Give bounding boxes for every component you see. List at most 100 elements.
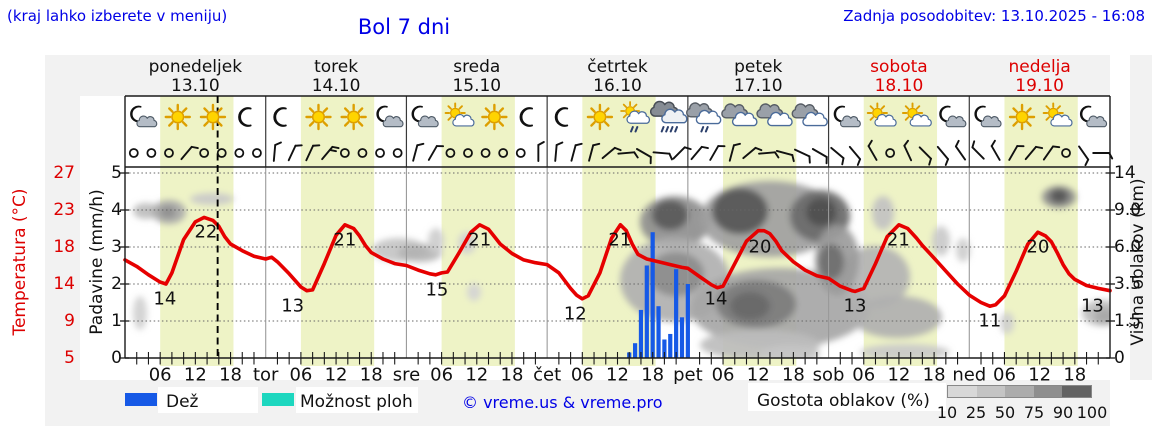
- wind-calm-icon: [480, 148, 491, 158]
- wind-barb-icon: [601, 146, 622, 160]
- density-tick-label: 50: [994, 403, 1016, 422]
- weather-icon-moon-cloud: [376, 105, 404, 128]
- density-shade-segment: [1005, 386, 1034, 397]
- wind-barb-icon: [287, 144, 303, 162]
- weather-icon-sun-cloud: [444, 102, 475, 127]
- wind-calm-icon: [515, 148, 526, 158]
- cloud-blob: [806, 198, 836, 226]
- wind-barb-icon: [412, 142, 425, 162]
- legend-white-patch: [158, 387, 258, 413]
- weather-icon-moon-cloud: [130, 105, 158, 128]
- wind-barb-icon: [709, 145, 726, 161]
- density-tick-label: 25: [965, 403, 987, 422]
- rain-bar: [632, 343, 638, 358]
- location-hint: (kraj lahko izberete v meniju): [7, 7, 228, 25]
- day-separators: [265, 96, 970, 358]
- weather-icon-moon: [238, 107, 252, 127]
- cloud-blob: [1094, 308, 1110, 324]
- wind-calm-icon: [392, 148, 403, 158]
- wind-barb-icon: [990, 139, 1001, 161]
- cloud-density-gradient-bar: [947, 385, 1092, 398]
- rain-bar: [674, 269, 679, 358]
- wind-calm-icon: [445, 148, 456, 158]
- wind-barb-icon: [636, 148, 652, 165]
- cloud-blob: [852, 296, 942, 338]
- wind-barb-icon: [690, 145, 709, 161]
- wind-barb-icon: [936, 145, 949, 166]
- weather-icon-sun-cloud: [866, 102, 897, 127]
- wind-calm-icon: [146, 148, 157, 158]
- wind-barb-icon: [1042, 145, 1061, 161]
- rain-bar: [650, 232, 655, 358]
- left-axis-strip: [45, 55, 80, 380]
- day-band: [441, 96, 515, 366]
- rain-bar: [668, 333, 673, 358]
- density-shade-segment: [1062, 386, 1091, 397]
- cloud-density-label: Gostota oblakov (%): [757, 391, 930, 411]
- wind-barb-icon: [742, 146, 763, 160]
- wind-barb-icon: [830, 146, 845, 166]
- rain-legend-swatch: [125, 393, 157, 406]
- rain-bar: [685, 284, 690, 358]
- density-shade-segment: [1033, 386, 1063, 397]
- last-update: Zadnja posodobitev: 13.10.2025 - 16:08: [843, 7, 1145, 25]
- wind-barb-icon: [728, 142, 741, 162]
- density-shade-segment: [976, 386, 1006, 397]
- weather-icon-sun: [199, 103, 227, 131]
- wind-barb-icon: [954, 139, 967, 161]
- temperature-curve: [123, 215, 1112, 309]
- weather-icon-moon: [519, 107, 534, 127]
- wind-calm-icon: [199, 148, 210, 158]
- wind-barb-icon: [918, 146, 932, 166]
- wind-barb-icon: [1078, 145, 1090, 167]
- rain-bar: [656, 306, 661, 358]
- cloud-blob: [190, 193, 234, 205]
- wind-calm-icon: [234, 148, 245, 158]
- cloud-blob: [1000, 312, 1014, 334]
- weather-icon-sun-cloud: [1042, 102, 1073, 127]
- plot-frame: [120, 95, 1115, 365]
- cloud-blob: [818, 244, 844, 280]
- showers-legend-swatch: [262, 393, 294, 406]
- cloud-blob: [133, 203, 159, 219]
- weather-icon-clouds: [721, 103, 758, 127]
- cloud-blob: [160, 206, 176, 218]
- weather-icon-sun: [481, 103, 508, 131]
- weather-icon-clouds-rain-heavy: [649, 100, 688, 133]
- weather-icon-clouds: [791, 103, 828, 127]
- wind-calm-icon: [375, 148, 385, 158]
- density-tick-label: 90: [1052, 403, 1074, 422]
- rain-legend-label: Dež: [166, 392, 199, 412]
- wind-barb-icon: [1008, 145, 1025, 161]
- weather-icon-clouds-rain: [686, 102, 722, 133]
- cloud-blob: [932, 226, 950, 256]
- wind-calm-icon: [498, 148, 509, 158]
- wind-calm-icon: [216, 148, 227, 158]
- wind-barb-icon: [537, 141, 545, 162]
- copyright-link[interactable]: © vreme.us & vreme.pro: [462, 393, 663, 412]
- weather-icon-sun-cloud-rain: [620, 101, 651, 133]
- right-axis-strip: [1130, 55, 1152, 380]
- rain-bar: [644, 265, 649, 358]
- weather-icon-sun: [586, 103, 614, 131]
- wind-barb-icon: [570, 142, 583, 162]
- wind-barb-icon: [1024, 145, 1044, 161]
- wind-calm-icon: [128, 148, 139, 158]
- weather-icon-moon: [273, 107, 287, 127]
- density-tick-label: 100: [1076, 403, 1108, 422]
- rain-bar: [638, 309, 644, 358]
- wind-barb-icon: [867, 139, 878, 161]
- legend-white-patch: [296, 387, 418, 413]
- wind-barb-icon: [321, 145, 340, 161]
- wind-barb-icon: [588, 142, 601, 162]
- wind-barb-icon: [775, 149, 795, 163]
- wind-barb-icon: [554, 141, 564, 162]
- cloud-blob: [872, 196, 894, 230]
- weather-icon-moon-cloud: [974, 105, 1002, 128]
- day-header-strip: [45, 55, 1110, 96]
- rain-bar: [662, 339, 667, 358]
- weather-icon-moon-cloud: [939, 105, 967, 128]
- day-band: [1004, 96, 1078, 366]
